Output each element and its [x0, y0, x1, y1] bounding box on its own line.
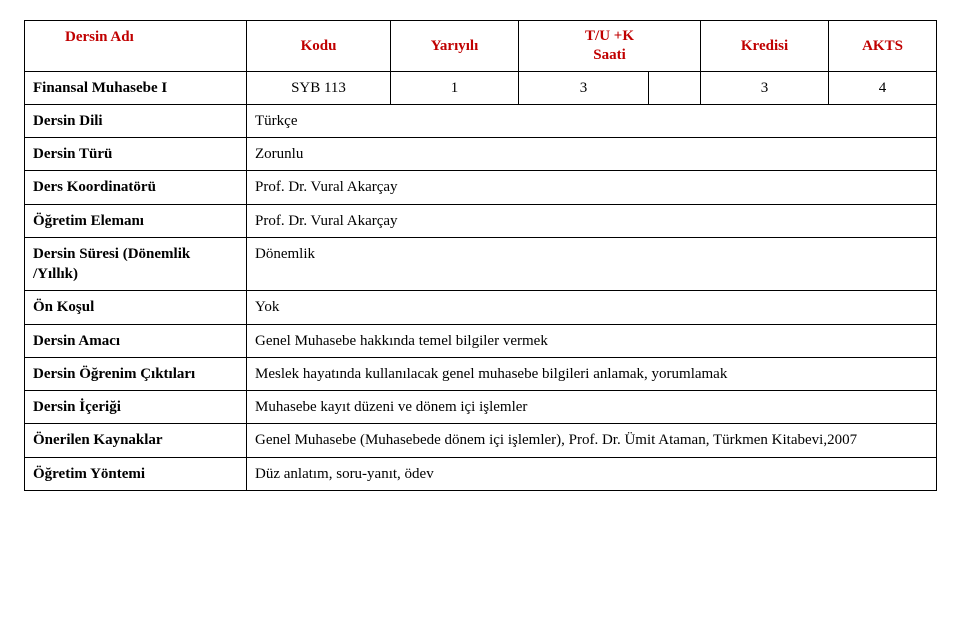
- row-value: Zorunlu: [247, 138, 937, 171]
- table-row: Öğretim Yöntemi Düz anlatım, soru-yanıt,…: [25, 457, 937, 490]
- row-value: Muhasebe kayıt düzeni ve dönem içi işlem…: [247, 391, 937, 424]
- row-label: Dersin Dili: [25, 104, 247, 137]
- row-value: Prof. Dr. Vural Akarçay: [247, 204, 937, 237]
- course-code: SYB 113: [247, 71, 391, 104]
- row-label: Dersin Türü: [25, 138, 247, 171]
- header-kodu: Kodu: [247, 21, 391, 72]
- table-row: Önerilen Kaynaklar Genel Muhasebe (Muhas…: [25, 424, 937, 457]
- row-value: Yok: [247, 291, 937, 324]
- header-yariyili: Yarıyılı: [391, 21, 519, 72]
- row-label: Önerilen Kaynaklar: [25, 424, 247, 457]
- row-value: Genel Muhasebe hakkında temel bilgiler v…: [247, 324, 937, 357]
- course-kredi: 3: [701, 71, 829, 104]
- row-label: Öğretim Elemanı: [25, 204, 247, 237]
- header-akts: AKTS: [829, 21, 937, 72]
- row-value: Dönemlik: [247, 237, 937, 291]
- row-value: Genel Muhasebe (Muhasebede dönem içi işl…: [247, 424, 937, 457]
- header-tuk-saati: T/U +K Saati: [519, 21, 701, 72]
- course-name: Finansal Muhasebe I: [25, 71, 247, 104]
- row-label: Ön Koşul: [25, 291, 247, 324]
- header-tuk-line1: T/U +K: [585, 28, 634, 44]
- row-label: Dersin Süresi (Dönemlik /Yıllık): [25, 237, 247, 291]
- course-spacer: [649, 71, 701, 104]
- table-row: Dersin Amacı Genel Muhasebe hakkında tem…: [25, 324, 937, 357]
- row-value: Düz anlatım, soru-yanıt, ödev: [247, 457, 937, 490]
- table-header-row: Dersin Adı Kodu Yarıyılı T/U +K Saati Kre…: [25, 21, 937, 72]
- table-row: Öğretim Elemanı Prof. Dr. Vural Akarçay: [25, 204, 937, 237]
- table-row: Dersin Dili Türkçe: [25, 104, 937, 137]
- table-row: Ön Koşul Yok: [25, 291, 937, 324]
- header-tuk-line2: Saati: [593, 47, 626, 63]
- table-row: Ders Koordinatörü Prof. Dr. Vural Akarça…: [25, 171, 937, 204]
- header-kredisi: Kredisi: [701, 21, 829, 72]
- row-label: Dersin Öğrenim Çıktıları: [25, 357, 247, 390]
- course-akts: 4: [829, 71, 937, 104]
- course-tuk: 3: [519, 71, 649, 104]
- course-semester: 1: [391, 71, 519, 104]
- row-value: Prof. Dr. Vural Akarçay: [247, 171, 937, 204]
- row-label: Dersin Amacı: [25, 324, 247, 357]
- row-value: Meslek hayatında kullanılacak genel muha…: [247, 357, 937, 390]
- course-table: Dersin Adı Kodu Yarıyılı T/U +K Saati Kre…: [24, 20, 937, 491]
- header-dersin-adi: Dersin Adı: [25, 21, 247, 72]
- row-label: Dersin İçeriği: [25, 391, 247, 424]
- table-row: Dersin Süresi (Dönemlik /Yıllık) Dönemli…: [25, 237, 937, 291]
- row-value: Türkçe: [247, 104, 937, 137]
- course-row: Finansal Muhasebe I SYB 113 1 3 3 4: [25, 71, 937, 104]
- row-label: Öğretim Yöntemi: [25, 457, 247, 490]
- row-label: Ders Koordinatörü: [25, 171, 247, 204]
- table-row: Dersin İçeriği Muhasebe kayıt düzeni ve …: [25, 391, 937, 424]
- table-row: Dersin Öğrenim Çıktıları Meslek hayatınd…: [25, 357, 937, 390]
- table-row: Dersin Türü Zorunlu: [25, 138, 937, 171]
